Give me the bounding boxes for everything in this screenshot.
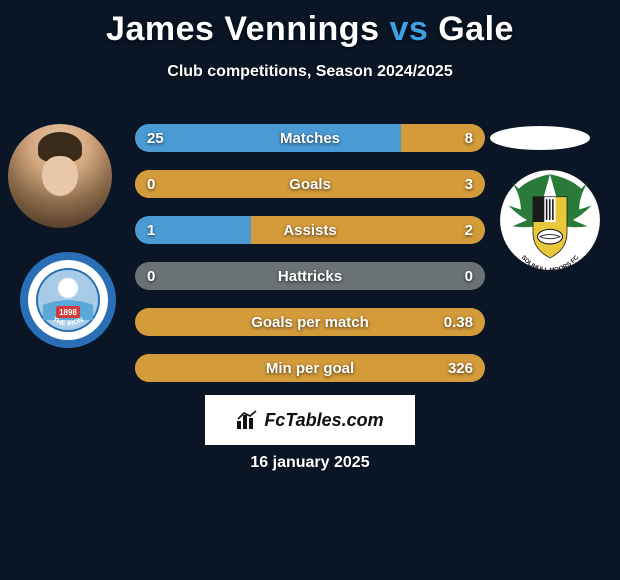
stat-value-right: 8 xyxy=(465,130,473,147)
player1-club-badge: 1898 BRAINTREE TOWN F.C. THE IRON xyxy=(18,250,118,350)
date-text: 16 january 2025 xyxy=(0,454,620,472)
source-badge: FcTables.com xyxy=(205,395,415,445)
source-brand: FcTables.com xyxy=(264,410,383,431)
stat-label: Hattricks xyxy=(278,268,342,285)
comparison-title: James Vennings vs Gale xyxy=(0,0,620,49)
stat-value-right: 2 xyxy=(465,222,473,239)
subtitle: Club competitions, Season 2024/2025 xyxy=(0,63,620,81)
stat-row: Min per goal 326 xyxy=(135,354,485,382)
stat-label: Assists xyxy=(283,222,336,239)
stat-row: 25 Matches 8 xyxy=(135,124,485,152)
stat-row: 1 Assists 2 xyxy=(135,216,485,244)
stat-fill-left xyxy=(135,124,401,152)
player2-club-badge: SOLIHULL MOORS FC xyxy=(498,168,602,272)
svg-text:1898: 1898 xyxy=(59,308,77,317)
stat-row: 0 Hattricks 0 xyxy=(135,262,485,290)
vs-text: vs xyxy=(389,10,428,48)
chart-icon xyxy=(236,409,258,431)
stat-value-left: 25 xyxy=(147,130,164,147)
player1-name: James Vennings xyxy=(106,10,379,48)
stat-label: Goals per match xyxy=(251,314,369,331)
player2-avatar-placeholder xyxy=(490,126,590,150)
stat-label: Min per goal xyxy=(266,360,354,377)
stat-row: Goals per match 0.38 xyxy=(135,308,485,336)
stat-label: Matches xyxy=(280,130,340,147)
stat-value-right: 0.38 xyxy=(444,314,473,331)
player2-name: Gale xyxy=(438,10,514,48)
stat-label: Goals xyxy=(289,176,331,193)
stat-value-right: 326 xyxy=(448,360,473,377)
stat-value-left: 1 xyxy=(147,222,155,239)
stat-value-right: 0 xyxy=(465,268,473,285)
stats-container: 25 Matches 8 0 Goals 3 1 Assists 2 0 Hattricks 0 Goa… xyxy=(135,124,485,400)
stat-value-right: 3 xyxy=(465,176,473,193)
stat-row: 0 Goals 3 xyxy=(135,170,485,198)
player1-avatar xyxy=(8,124,112,228)
stat-value-left: 0 xyxy=(147,176,155,193)
stat-value-left: 0 xyxy=(147,268,155,285)
